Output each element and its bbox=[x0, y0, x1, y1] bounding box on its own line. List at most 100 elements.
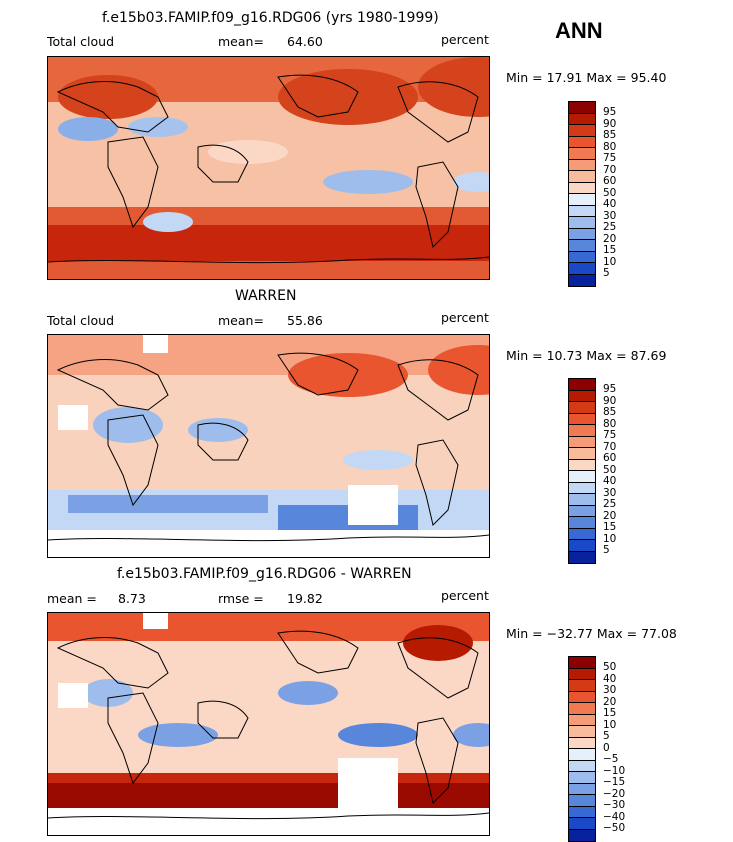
panel-3-mean-value: 8.73 bbox=[118, 591, 146, 606]
panel-2-mean-value: 55.86 bbox=[287, 313, 323, 328]
colorbar-label: 15 bbox=[603, 244, 617, 256]
panel-1-colorbar-swatch bbox=[569, 263, 595, 275]
panel-2-map bbox=[47, 334, 490, 558]
panel-2-colorbar-swatch bbox=[569, 390, 595, 402]
panel-1-mean-value: 64.60 bbox=[287, 34, 323, 49]
colorbar-label: 60 bbox=[603, 452, 617, 464]
panel-2-colorbar-swatch bbox=[569, 402, 595, 414]
colorbar-label: 60 bbox=[603, 175, 617, 187]
panel-3-minmax: Min = −32.77 Max = 77.08 bbox=[506, 626, 677, 641]
colorbar-label: 20 bbox=[603, 695, 617, 708]
panel-1-colorbar-swatch bbox=[569, 125, 595, 137]
panel-2-colorbar-swatch bbox=[569, 482, 595, 494]
colorbar-label: 85 bbox=[603, 406, 617, 418]
panel-3-colorbar-swatch bbox=[569, 749, 595, 761]
panel-3-colorbar bbox=[568, 656, 596, 842]
colorbar-label: 30 bbox=[603, 209, 617, 222]
panel-2-colorbar-swatch bbox=[569, 459, 595, 471]
colorbar-label: 10 bbox=[603, 718, 617, 731]
colorbar-label: 15 bbox=[603, 707, 617, 719]
panel-3-map bbox=[47, 612, 490, 836]
panel-1-minmax: Min = 17.91 Max = 95.40 bbox=[506, 70, 667, 85]
panel-3-colorbar-swatch bbox=[569, 795, 595, 807]
colorbar-label: 85 bbox=[603, 129, 617, 141]
panel-1-colorbar-swatch bbox=[569, 228, 595, 240]
colorbar-label: 5 bbox=[603, 730, 610, 742]
panel-2-colorbar-swatch bbox=[569, 379, 595, 391]
panel-1-title: f.e15b03.FAMIP.f09_g16.RDG06 (yrs 1980-1… bbox=[102, 10, 439, 26]
panel-2-minmax: Min = 10.73 Max = 87.69 bbox=[506, 348, 667, 363]
panel-2-colorbar-swatch bbox=[569, 413, 595, 425]
colorbar-label: −20 bbox=[603, 787, 626, 800]
panel-2-colorbar-swatch bbox=[569, 551, 595, 563]
panel-3-colorbar-swatch bbox=[569, 657, 595, 669]
panel-3-colorbar-swatch bbox=[569, 737, 595, 749]
panel-3-colorbar-swatch bbox=[569, 691, 595, 703]
season-label: ANN bbox=[555, 18, 603, 43]
colorbar-label: 30 bbox=[603, 486, 617, 499]
colorbar-label: 70 bbox=[603, 440, 617, 453]
panel-3-colorbar-swatch bbox=[569, 668, 595, 680]
colorbar-label: 40 bbox=[603, 198, 617, 210]
colorbar-label: −15 bbox=[603, 776, 626, 788]
panel-1-colorbar-swatch bbox=[569, 171, 595, 183]
panel-2-colorbar-swatch bbox=[569, 494, 595, 506]
panel-2-colorbar-swatch bbox=[569, 425, 595, 437]
panel-1-mean-label: mean= bbox=[218, 34, 264, 49]
colorbar-label: 75 bbox=[603, 152, 617, 164]
colorbar-label: 25 bbox=[603, 221, 617, 233]
panel-2-colorbar-swatch bbox=[569, 505, 595, 517]
colorbar-label: 20 bbox=[603, 232, 617, 245]
colorbar-label: 0 bbox=[603, 741, 610, 754]
colorbar-label: 50 bbox=[603, 186, 617, 199]
panel-2-colorbar-swatch bbox=[569, 528, 595, 540]
colorbar-label: −10 bbox=[603, 764, 626, 777]
colorbar-label: 95 bbox=[603, 383, 617, 395]
colorbar-label: 90 bbox=[603, 394, 617, 407]
colorbar-label: 95 bbox=[603, 106, 617, 118]
panel-3-colorbar-swatch bbox=[569, 783, 595, 795]
panel-2-colorbar-swatch bbox=[569, 448, 595, 460]
colorbar-label: 50 bbox=[603, 661, 617, 673]
panel-2-title: WARREN bbox=[235, 288, 297, 304]
panel-1-colorbar-swatch bbox=[569, 148, 595, 160]
panel-2-colorbar-labels: 95 90 85 80 75 70 60 50 40 30 25 20 15 1… bbox=[603, 378, 633, 562]
panel-1-units: percent bbox=[441, 32, 489, 47]
panel-2-colorbar-swatch bbox=[569, 436, 595, 448]
panel-1-colorbar-swatch bbox=[569, 113, 595, 125]
colorbar-label: 10 bbox=[603, 255, 617, 268]
colorbar-label: 5 bbox=[603, 267, 610, 279]
panel-2-mean-label: mean= bbox=[218, 313, 264, 328]
panel-3-rmse-value: 19.82 bbox=[287, 591, 323, 606]
colorbar-label: 5 bbox=[603, 544, 610, 556]
panel-2-colorbar-swatch bbox=[569, 517, 595, 529]
panel-1-colorbar-swatch bbox=[569, 159, 595, 171]
panel-2-colorbar-swatch bbox=[569, 471, 595, 483]
colorbar-label: 10 bbox=[603, 532, 617, 545]
panel-1-colorbar-swatch bbox=[569, 136, 595, 148]
colorbar-label: 40 bbox=[603, 475, 617, 487]
panel-3-colorbar-swatch bbox=[569, 818, 595, 830]
colorbar-label: 70 bbox=[603, 163, 617, 176]
colorbar-label: 50 bbox=[603, 463, 617, 476]
colorbar-label: 80 bbox=[603, 140, 617, 153]
panel-3-mean-label: mean = bbox=[47, 591, 97, 606]
panel-3-colorbar-swatch bbox=[569, 829, 595, 841]
panel-1-colorbar-swatch bbox=[569, 217, 595, 229]
panel-1-colorbar-swatch bbox=[569, 182, 595, 194]
panel-1-colorbar-swatch bbox=[569, 274, 595, 286]
panel-1-colorbar-swatch bbox=[569, 194, 595, 206]
panel-1-colorbar-swatch bbox=[569, 240, 595, 252]
colorbar-label: −30 bbox=[603, 799, 626, 811]
colorbar-label: 75 bbox=[603, 429, 617, 441]
panel-3-title: f.e15b03.FAMIP.f09_g16.RDG06 - WARREN bbox=[117, 566, 412, 582]
panel-2-variable-label: Total cloud bbox=[47, 313, 115, 328]
panel-3-colorbar-swatch bbox=[569, 726, 595, 738]
colorbar-label: 20 bbox=[603, 509, 617, 522]
panel-3-rmse-label: rmse = bbox=[218, 591, 264, 606]
panel-2-colorbar-swatch bbox=[569, 540, 595, 552]
panel-1-variable-label: Total cloud bbox=[47, 34, 115, 49]
panel-3-colorbar-swatch bbox=[569, 760, 595, 772]
colorbar-label: 80 bbox=[603, 417, 617, 430]
panel-1-colorbar-swatch bbox=[569, 251, 595, 263]
